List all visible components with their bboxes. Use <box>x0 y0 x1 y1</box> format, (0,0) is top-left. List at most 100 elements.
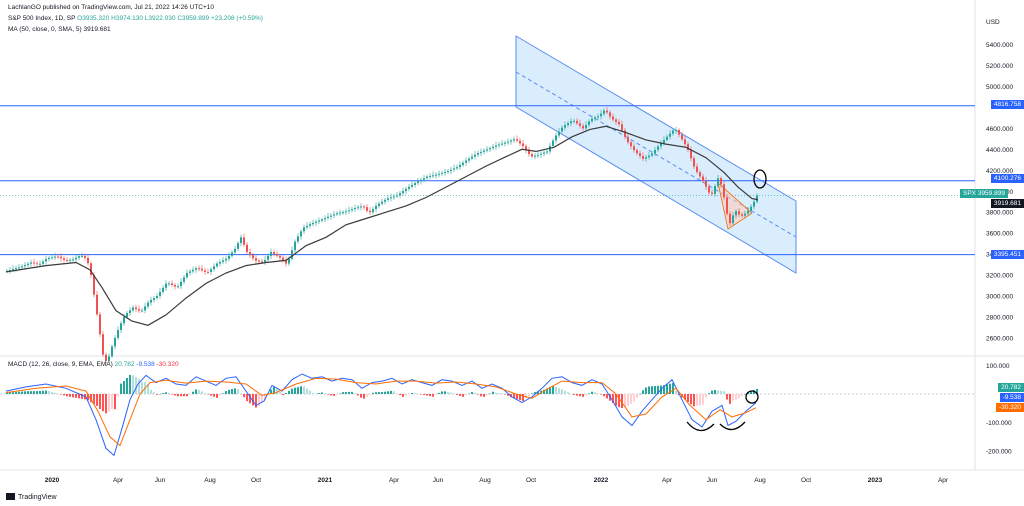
candle-body <box>381 201 383 204</box>
candle <box>210 266 212 276</box>
macd-bar <box>537 391 539 394</box>
candle <box>285 256 287 267</box>
candle-body <box>42 261 44 264</box>
candle <box>546 149 548 155</box>
macd-bar <box>504 394 506 395</box>
time-tick-16: Apr <box>938 477 949 484</box>
macd-bar <box>738 394 740 399</box>
macd-bar <box>597 393 599 394</box>
candle <box>102 330 104 357</box>
macd-bar <box>273 386 275 394</box>
macd-bar <box>555 386 557 394</box>
candle-body <box>525 146 527 151</box>
macd-tag-macd: -9.538 <box>999 393 1024 402</box>
macd-bar <box>342 392 344 394</box>
candle-body <box>651 153 653 156</box>
time-tick-8: Aug <box>479 477 491 484</box>
candle <box>681 131 683 142</box>
candle <box>192 266 194 274</box>
candle-body <box>384 199 386 202</box>
level-tag-lower: 3395.451 <box>990 250 1024 259</box>
candle <box>378 201 380 209</box>
macd-bar <box>300 386 302 394</box>
candle <box>693 156 695 170</box>
channel-midline <box>515 71 797 238</box>
candle-body <box>45 259 47 262</box>
macd-bar <box>9 392 11 394</box>
candle-body <box>303 227 305 232</box>
ma-legend[interactable]: MA (50, close, 0, SMA, 5) 3919.681 <box>8 26 111 33</box>
macd-bar <box>513 394 515 399</box>
macd-bar <box>357 394 359 396</box>
candle-body <box>9 269 11 271</box>
price-tick-1: 5200.000 <box>986 63 1013 70</box>
candle <box>552 138 554 149</box>
macd-bar <box>549 387 551 394</box>
macd-bar <box>294 387 296 394</box>
candle-body <box>648 155 650 158</box>
macd-bar <box>396 393 398 394</box>
candle <box>675 126 677 134</box>
candle-body <box>738 211 740 215</box>
candle-body <box>597 116 599 118</box>
candle <box>477 150 479 157</box>
macd-bar <box>705 394 707 398</box>
candle <box>201 264 203 273</box>
macd-bar <box>159 394 161 395</box>
candle <box>750 204 752 214</box>
candle <box>78 253 80 261</box>
candle <box>633 143 635 153</box>
candle <box>36 260 38 266</box>
macd-bar <box>204 392 206 394</box>
candle <box>666 134 668 142</box>
candle-body <box>690 150 692 159</box>
publisher-line: LachlanGO published on TradingView.com, … <box>8 4 215 11</box>
candle <box>111 344 113 359</box>
candle-body <box>714 186 716 194</box>
candle-body <box>207 271 209 273</box>
candle-body <box>675 129 677 131</box>
candle-body <box>492 146 494 149</box>
macd-bar <box>270 389 272 394</box>
candle-body <box>78 256 80 258</box>
macd-bar <box>636 394 638 398</box>
macd-bar <box>234 388 236 394</box>
candle <box>435 172 437 179</box>
candle-body <box>477 153 479 155</box>
candle <box>585 121 587 132</box>
candle <box>30 259 32 267</box>
macd-bar <box>411 392 413 394</box>
candle-body <box>735 211 737 216</box>
macd-bar <box>243 394 245 398</box>
price-tick-3: 4600.000 <box>986 126 1013 133</box>
macd-bar <box>108 394 110 412</box>
macd-bar <box>531 393 533 394</box>
candle <box>354 204 356 213</box>
price-tick-5: 4200.000 <box>986 168 1013 175</box>
candle-body <box>663 139 665 144</box>
candle <box>636 148 638 156</box>
macd-bar <box>174 394 176 396</box>
moving-average-line <box>5 125 759 326</box>
candle <box>33 258 35 266</box>
candle <box>375 202 377 213</box>
macd-bar <box>393 391 395 394</box>
macd-bar <box>438 392 440 394</box>
candle <box>582 123 584 131</box>
macd-legend[interactable]: MACD (12, 26, close, 9, EMA, EMA) 20.782… <box>8 361 179 368</box>
candle-body <box>636 150 638 154</box>
candle-body <box>603 110 605 114</box>
macd-bar <box>231 389 233 394</box>
candle <box>564 121 566 131</box>
macd-bar <box>255 394 257 408</box>
candle-body <box>507 141 509 143</box>
candle-body <box>72 259 74 261</box>
brand-footer[interactable]: TradingView <box>6 493 57 501</box>
candle <box>603 108 605 117</box>
open-value: O3935.320 <box>77 15 110 22</box>
candle-body <box>672 130 674 134</box>
candle-body <box>441 172 443 174</box>
candle-body <box>540 153 542 155</box>
